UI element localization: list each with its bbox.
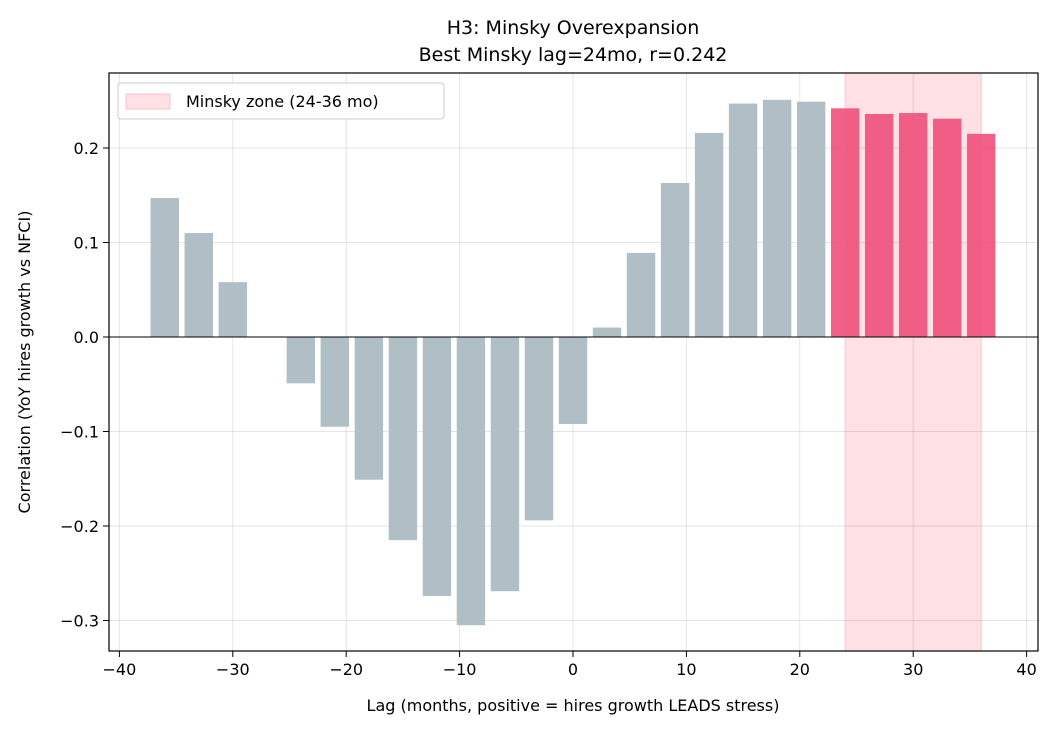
bar: [728, 103, 758, 338]
legend-swatch: [125, 93, 171, 110]
bar: [422, 337, 452, 596]
x-tick-label: −30: [216, 660, 250, 679]
bar: [899, 113, 928, 337]
legend-label: Minsky zone (24-36 mo): [186, 92, 379, 111]
bar: [524, 337, 554, 521]
bar: [354, 337, 384, 480]
bar: [388, 337, 418, 541]
chart-subtitle: Best Minsky lag=24mo, r=0.242: [419, 44, 728, 66]
bar: [320, 337, 350, 427]
y-tick-label: 0.2: [74, 139, 99, 158]
y-tick-label: −0.2: [60, 517, 99, 536]
x-tick-label: −10: [443, 660, 477, 679]
x-tick-label: 20: [790, 660, 810, 679]
bar: [218, 282, 247, 337]
bar: [184, 233, 213, 337]
bar: [660, 182, 690, 337]
y-tick-label: −0.3: [60, 612, 99, 631]
y-tick-label: 0.1: [74, 234, 99, 253]
x-tick-label: 40: [1016, 660, 1036, 679]
x-tick-label: 10: [676, 660, 696, 679]
bar: [864, 113, 894, 337]
bar: [830, 108, 860, 337]
bar: [626, 252, 656, 337]
bar: [150, 198, 179, 337]
bar: [762, 99, 792, 338]
bar: [456, 337, 486, 626]
legend: Minsky zone (24-36 mo): [117, 82, 445, 120]
bar: [933, 118, 962, 337]
bar: [796, 101, 826, 337]
x-tick-label: 0: [568, 660, 578, 679]
bar: [592, 327, 622, 337]
x-tick-label: 30: [903, 660, 923, 679]
y-axis-label: Correlation (YoY hires growth vs NFCI): [15, 211, 34, 514]
chart-title: H3: Minsky Overexpansion: [447, 17, 700, 39]
x-axis-label: Lag (months, positive = hires growth LEA…: [367, 696, 780, 715]
bar: [967, 133, 996, 337]
bar: [558, 337, 588, 424]
bar: [490, 337, 520, 592]
x-tick-label: −40: [103, 660, 137, 679]
bar: [286, 337, 316, 384]
y-tick-label: −0.1: [60, 423, 99, 442]
x-tick-label: −20: [329, 660, 363, 679]
bar: [694, 132, 724, 337]
y-tick-label: 0.0: [74, 328, 99, 347]
